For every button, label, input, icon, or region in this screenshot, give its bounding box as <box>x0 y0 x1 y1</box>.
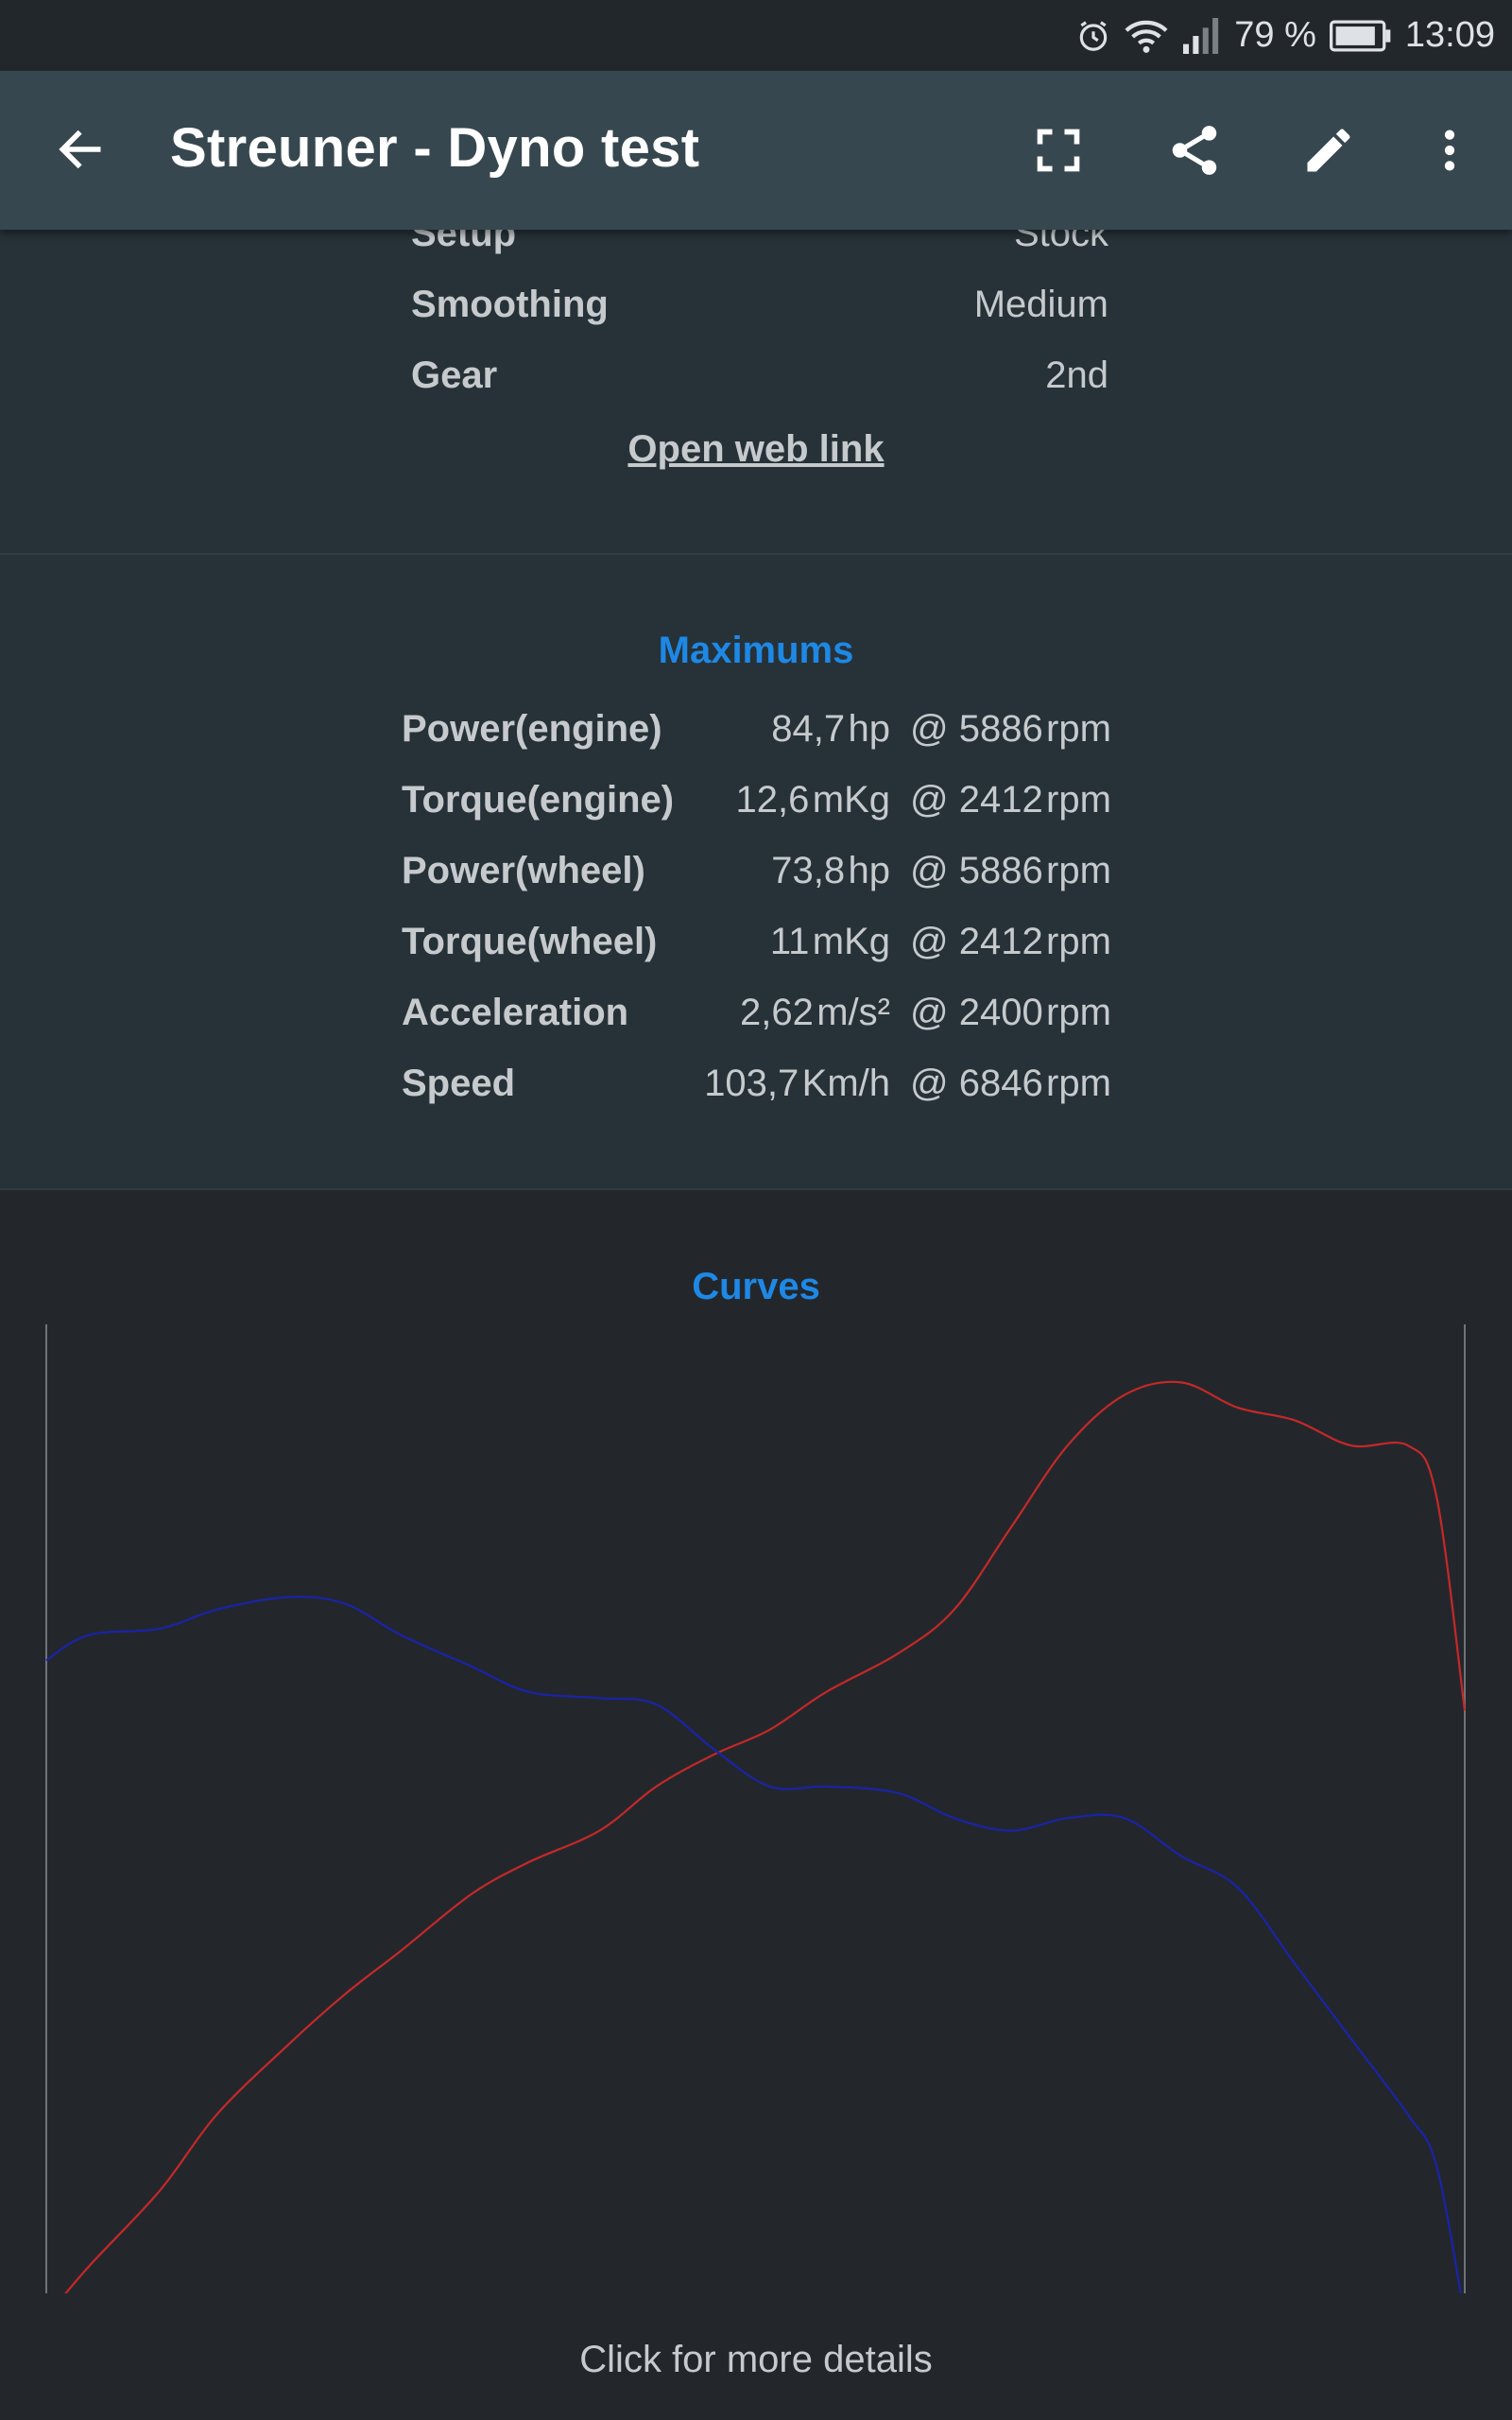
max-rpm: @ 2412 rpm <box>910 779 1111 821</box>
max-rpm: @ 2400 rpm <box>910 992 1111 1033</box>
back-arrow-icon[interactable] <box>49 118 112 181</box>
max-label: Power(engine) <box>402 708 662 750</box>
info-row-gear: Gear 2nd <box>411 354 1108 411</box>
info-value: Medium <box>973 284 1108 325</box>
max-value: 2,62 m/s² <box>740 992 890 1033</box>
max-label: Speed <box>402 1063 516 1104</box>
info-key: Gear <box>411 354 498 396</box>
signal-icon <box>1181 17 1221 54</box>
max-label: Torque(wheel) <box>402 921 658 962</box>
chart-series-line-2 <box>45 1596 1462 2293</box>
max-value: 84,7 hp <box>771 708 890 750</box>
app-bar: Streuner - Dyno test <box>0 71 1512 230</box>
max-label: Acceleration <box>402 992 629 1033</box>
edit-icon[interactable] <box>1291 112 1366 188</box>
max-value: 11 mKg <box>769 921 890 962</box>
battery-icon <box>1329 20 1392 52</box>
max-row-speed: Speed 103,7 Km/h @ 6846 rpm <box>0 1063 1512 1119</box>
max-row-acceleration: Acceleration 2,62 m/s² @ 2400 rpm <box>0 992 1512 1048</box>
maximums-title: Maximums <box>658 630 854 671</box>
chart-series-line-1 <box>64 1380 1467 2293</box>
info-key: Setup <box>411 230 517 254</box>
maximums-section: Maximums Power(engine) 84,7 hp @ 5886 rp… <box>0 555 1512 1190</box>
curves-section[interactable]: Curves Click for more details <box>0 1190 1512 2420</box>
status-bar: 79 % 13:09 <box>0 0 1512 71</box>
max-rpm: @ 5886 rpm <box>910 708 1111 750</box>
more-details-link[interactable]: Click for more details <box>579 2339 933 2380</box>
max-rpm: @ 2412 rpm <box>910 921 1111 962</box>
curves-chart[interactable] <box>0 1324 1512 2293</box>
curves-title: Curves <box>692 1266 820 1307</box>
info-key: Smoothing <box>411 284 609 325</box>
fullscreen-icon[interactable] <box>1021 112 1096 188</box>
max-label: Torque(engine) <box>402 779 675 821</box>
info-value: 2nd <box>1045 354 1108 396</box>
battery-percent: 79 % <box>1234 15 1316 55</box>
max-value: 103,7 Km/h <box>704 1063 890 1104</box>
max-row-power-wheel: Power(wheel) 73,8 hp @ 5886 rpm <box>0 850 1512 907</box>
status-time: 13:09 <box>1404 15 1495 55</box>
max-label: Power(wheel) <box>402 850 645 891</box>
max-rpm: @ 6846 rpm <box>910 1063 1111 1104</box>
alarm-icon <box>1075 18 1111 54</box>
share-icon[interactable] <box>1157 112 1232 188</box>
max-row-torque-wheel: Torque(wheel) 11 mKg @ 2412 rpm <box>0 921 1512 977</box>
info-value: Stock <box>1013 230 1108 254</box>
max-rpm: @ 5886 rpm <box>910 850 1111 891</box>
max-row-power-engine: Power(engine) 84,7 hp @ 5886 rpm <box>0 708 1512 765</box>
max-value: 73,8 hp <box>771 850 890 891</box>
page-title: Streuner - Dyno test <box>170 117 700 179</box>
info-row-setup: Setup Stock <box>411 230 1108 269</box>
info-row-smoothing: Smoothing Medium <box>411 284 1108 340</box>
max-row-torque-engine: Torque(engine) 12,6 mKg @ 2412 rpm <box>0 779 1512 836</box>
open-web-link[interactable]: Open web link <box>627 428 885 470</box>
info-section: Setup Stock Smoothing Medium Gear 2nd Op… <box>0 230 1512 555</box>
more-vert-icon[interactable] <box>1412 112 1487 188</box>
max-value: 12,6 mKg <box>735 779 890 821</box>
wifi-icon <box>1125 17 1168 55</box>
